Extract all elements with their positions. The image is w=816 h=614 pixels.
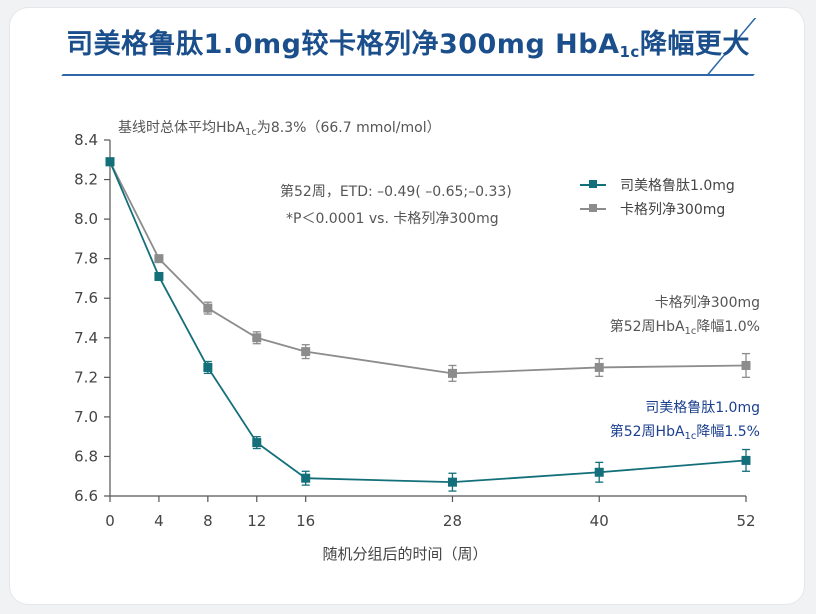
sema-end-label-2: 第52周HbA1c降幅1.5%	[610, 421, 760, 442]
canagliflozin-point	[154, 254, 164, 264]
y-tick-label: 7.0	[74, 408, 98, 426]
y-tick-label: 7.2	[74, 368, 98, 386]
canagliflozin-point	[252, 333, 262, 343]
semaglutide-point	[154, 271, 164, 281]
x-tick-label: 12	[247, 512, 266, 530]
semaglutide-point	[447, 477, 457, 487]
sema-l2-pre: 第52周HbA	[609, 424, 685, 440]
x-tick-label: 16	[296, 512, 315, 530]
legend-semaglutide: 司美格鲁肽1.0mg	[580, 175, 735, 195]
x-tick-label: 52	[736, 512, 755, 530]
baseline-note: 基线时总体平均HbA1c为8.3%（66.7 mmol/mol）	[118, 117, 441, 138]
y-tick-label: 8.4	[74, 131, 98, 149]
cana-l2-sub: 1c	[684, 326, 697, 337]
x-tick-label: 0	[105, 512, 115, 530]
sema-end-label-1: 司美格鲁肽1.0mg	[645, 400, 760, 416]
legend-canagliflozin-marker	[580, 204, 606, 212]
baseline-pre: 基线时总体平均HbA	[118, 120, 245, 136]
cana-end-label-1: 卡格列净300mg	[654, 295, 760, 311]
semaglutide-point	[203, 362, 213, 372]
y-tick-label: 7.8	[74, 250, 98, 268]
semaglutide-point	[594, 467, 604, 477]
y-tick-label: 8.0	[74, 210, 98, 228]
x-tick-label: 40	[590, 512, 609, 530]
title-tail: 降幅更大	[639, 29, 750, 60]
y-tick-label: 6.6	[74, 487, 98, 505]
semaglutide-point	[301, 473, 311, 483]
canagliflozin-point	[741, 360, 751, 370]
title-main: 司美格鲁肽1.0mg较卡格列净300mg HbA	[66, 29, 620, 60]
legend-canagliflozin: 卡格列净300mg	[580, 199, 725, 219]
x-tick-label: 28	[443, 512, 462, 530]
x-tick-label: 4	[154, 512, 164, 530]
baseline-sub: 1c	[245, 127, 257, 138]
sema-l2-sub: 1c	[684, 431, 697, 442]
chart-title: 司美格鲁肽1.0mg较卡格列净300mg HbA1c降幅更大	[0, 22, 816, 61]
semaglutide-point	[105, 157, 115, 167]
canagliflozin-point	[301, 347, 311, 357]
canagliflozin-point	[203, 303, 213, 313]
y-tick-label: 6.8	[74, 447, 98, 465]
cana-l2-pre: 第52周HbA	[609, 319, 685, 335]
cana-end-label-2: 第52周HbA1c降幅1.0%	[610, 316, 760, 337]
canagliflozin-point	[594, 362, 604, 372]
x-tick-label: 8	[203, 512, 213, 530]
title-sub: 1c	[619, 43, 640, 61]
y-tick-label: 7.4	[74, 329, 98, 347]
baseline-post: 为8.3%（66.7 mmol/mol）	[256, 120, 441, 136]
semaglutide-line	[109, 161, 747, 484]
chart-card	[10, 8, 804, 604]
legend-semaglutide-label: 司美格鲁肽1.0mg	[620, 178, 735, 194]
x-axis-label: 随机分组后的时间（周）	[322, 545, 488, 563]
semaglutide-point	[252, 438, 262, 448]
canagliflozin-point	[447, 368, 457, 378]
legend-semaglutide-marker	[580, 180, 606, 188]
cana-l2-post: 降幅1.0%	[696, 319, 760, 335]
etd-note: 第52周，ETD: –0.49( –0.65;–0.33)	[280, 184, 512, 200]
semaglutide-point	[741, 455, 751, 465]
y-tick-label: 8.2	[74, 171, 98, 189]
canagliflozin-line	[109, 161, 747, 375]
y-tick-label: 7.6	[74, 289, 98, 307]
legend-canagliflozin-label: 卡格列净300mg	[620, 202, 726, 218]
title-banner: 司美格鲁肽1.0mg较卡格列净300mg HbA1c降幅更大	[0, 0, 816, 90]
sema-l2-post: 降幅1.5%	[696, 424, 760, 440]
pvalue-note: *P＜0.0001 vs. 卡格列净300mg	[286, 211, 499, 227]
